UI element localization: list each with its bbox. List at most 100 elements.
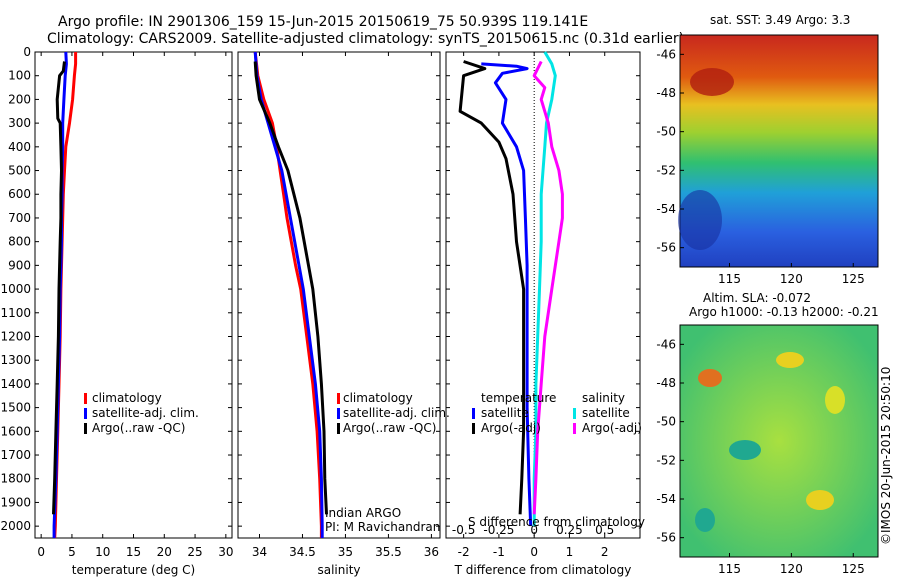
map-y-tick-label: -54 — [656, 492, 676, 506]
map-x-tick-label: 120 — [780, 272, 803, 286]
header-line2: Climatology: CARS2009. Satellite-adjuste… — [47, 31, 684, 47]
y-tick-label: 1800 — [0, 472, 31, 486]
sla-map-title2: Argo h1000: -0.13 h2000: -0.21 — [689, 305, 879, 319]
map-x-tick-label: 125 — [842, 272, 865, 286]
series-line — [532, 51, 557, 527]
top-tick-label: -0.5 — [452, 523, 475, 537]
y-tick-label: 800 — [8, 235, 31, 249]
legend-temperature: climatology satellite-adj. clim. Argo(..… — [84, 391, 199, 435]
legend-label: climatology — [343, 391, 413, 405]
y-tick-label: 600 — [8, 187, 31, 201]
y-tick-label: 500 — [8, 164, 31, 178]
y-tick-label: 1200 — [0, 329, 31, 343]
sla-map-anomaly — [698, 369, 722, 387]
series-line — [458, 60, 526, 515]
x-axis-label: T difference from climatology — [454, 563, 632, 577]
x-tick-label: 25 — [187, 545, 202, 559]
credit: ©IMOS 20-Jun-2015 20:50:10 — [879, 367, 893, 545]
x-tick-label: 5 — [68, 545, 76, 559]
x-tick-label: 10 — [95, 545, 110, 559]
legend-title-salinity: salinity — [582, 391, 625, 405]
legend-label: climatology — [92, 391, 162, 405]
y-tick-label: 1900 — [0, 495, 31, 509]
y-tick-label: 200 — [8, 92, 31, 106]
x-axis-label: salinity — [317, 563, 360, 577]
x-tick-label: 34.5 — [289, 545, 316, 559]
top-tick-label: -0.25 — [483, 523, 514, 537]
top-xlabel: S difference from climatology — [468, 515, 645, 529]
x-tick-label: 36 — [424, 545, 439, 559]
legend-swatch — [573, 423, 576, 434]
legend-label: Argo(..raw -QC) — [343, 421, 436, 435]
y-tick-label: 1100 — [0, 306, 31, 320]
x-tick-label: 35 — [338, 545, 353, 559]
legend-salinity: climatology satellite-adj. clim. Argo(..… — [337, 391, 450, 435]
sla-map-anomaly — [695, 508, 715, 532]
panel-frame — [34, 51, 233, 539]
map-y-tick-label: -56 — [656, 241, 676, 255]
map-y-tick-label: -46 — [656, 47, 676, 61]
legend-label: satellite — [481, 406, 529, 420]
legend-label: satellite-adj. clim. — [92, 406, 199, 420]
map-y-tick-label: -56 — [656, 531, 676, 545]
sst-map-title: sat. SST: 3.49 Argo: 3.3 — [710, 13, 850, 27]
sst-map-warm-spot — [690, 68, 734, 96]
sla-map-anomaly — [825, 386, 845, 414]
x-tick-label: -1 — [493, 545, 505, 559]
x-tick-label: 30 — [218, 545, 233, 559]
x-axis-label: temperature (deg C) — [72, 563, 195, 577]
map-x-tick-label: 115 — [718, 562, 741, 576]
legend-swatch — [472, 423, 475, 434]
map-x-tick-label: 125 — [842, 562, 865, 576]
annotation-line1: Indian ARGO — [325, 506, 401, 520]
x-tick-label: 2 — [601, 545, 609, 559]
legend-title-temperature: temperature — [481, 391, 556, 405]
map-y-tick-label: -48 — [656, 86, 676, 100]
legend-swatch — [337, 423, 340, 434]
legend-label: Argo(-adj) — [481, 421, 541, 435]
x-tick-label: 0 — [530, 545, 538, 559]
y-tick-label: 400 — [8, 140, 31, 154]
y-tick-label: 1300 — [0, 353, 31, 367]
map-y-tick-label: -54 — [656, 202, 676, 216]
x-tick-label: -2 — [458, 545, 470, 559]
y-tick-label: 100 — [8, 69, 31, 83]
y-tick-label: 2000 — [0, 519, 31, 533]
legend-label: satellite-adj. clim. — [343, 406, 450, 420]
legend-swatch — [472, 408, 475, 419]
legend-label: Argo(..raw -QC) — [92, 421, 185, 435]
series-line — [253, 51, 323, 538]
top-tick-label: 0.25 — [556, 523, 583, 537]
annotation-line2: PI: M Ravichandran — [325, 520, 440, 534]
legend-swatch — [84, 393, 87, 404]
legend-label: Argo(-adj) — [582, 421, 642, 435]
y-tick-label: 1400 — [0, 377, 31, 391]
top-tick-label: 0.5 — [595, 523, 614, 537]
sla-map-anomaly — [806, 490, 834, 510]
y-tick-label: 1600 — [0, 424, 31, 438]
y-tick-label: 1700 — [0, 448, 31, 462]
map-y-tick-label: -50 — [656, 415, 676, 429]
y-tick-label: 1000 — [0, 282, 31, 296]
map-y-tick-label: -52 — [656, 163, 676, 177]
series-line — [481, 62, 533, 527]
map-y-tick-label: -50 — [656, 125, 676, 139]
x-tick-label: 15 — [126, 545, 141, 559]
y-tick-label: 700 — [8, 211, 31, 225]
y-tick-label: 900 — [8, 258, 31, 272]
header-line1: Argo profile: IN 2901306_159 15-Jun-2015… — [58, 14, 588, 30]
legend-swatch — [84, 408, 87, 419]
legend-label: satellite — [582, 406, 630, 420]
map-y-tick-label: -52 — [656, 453, 676, 467]
legend-differences: temperature satellite Argo(-adj) salinit… — [472, 391, 642, 435]
x-tick-label: 0 — [37, 545, 45, 559]
series-line — [532, 60, 564, 515]
map-y-tick-label: -48 — [656, 376, 676, 390]
x-tick-label: 35.5 — [375, 545, 402, 559]
map-x-tick-label: 115 — [718, 272, 741, 286]
x-tick-label: 1 — [566, 545, 574, 559]
map-y-tick-label: -46 — [656, 337, 676, 351]
y-tick-label: 300 — [8, 116, 31, 130]
legend-swatch — [337, 393, 340, 404]
